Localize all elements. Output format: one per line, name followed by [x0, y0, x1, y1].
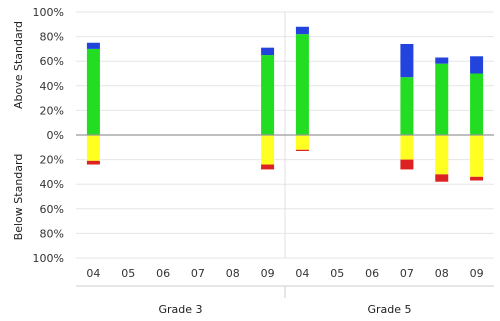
bar-segment-above	[435, 63, 449, 135]
bar-segment-above	[435, 57, 449, 64]
x-group-label: Grade 5	[367, 303, 411, 316]
y-tick-label: 0%	[47, 129, 64, 142]
bars	[86, 26, 484, 182]
y-axis-label-above: Above Standard	[12, 21, 25, 109]
x-tick-label: 06	[156, 267, 170, 280]
bar-segment-above	[400, 43, 414, 78]
bar-segment-below	[400, 135, 414, 160]
x-tick-label: 05	[121, 267, 135, 280]
x-tick-label: 04	[295, 267, 309, 280]
bar-segment-below	[86, 160, 100, 165]
x-axis: 04 05 06 07 08 09 04 05 06 07 08 09 Grade 3 Grade 5	[76, 267, 494, 316]
bar-segment-below	[435, 174, 449, 182]
bar-segment-below	[86, 135, 100, 161]
bar-segment-below	[261, 135, 275, 165]
bar-segment-above	[470, 73, 484, 135]
y-tick-label: 100%	[33, 252, 64, 265]
bar-segment-below	[435, 135, 449, 175]
y-tick-label: 20%	[40, 104, 64, 117]
x-tick-label: 04	[86, 267, 100, 280]
bar-segment-below	[400, 159, 414, 170]
bar-segment-below	[295, 149, 309, 151]
x-tick-label: 09	[261, 267, 275, 280]
x-tick-label: 05	[330, 267, 344, 280]
bar-segment-above	[400, 77, 414, 135]
bar-segment-above	[295, 34, 309, 135]
bar-segment-above	[86, 48, 100, 135]
y-axis-label-below: Below Standard	[12, 154, 25, 241]
y-tick-label: 60%	[40, 55, 64, 68]
y-tick-label: 100%	[33, 6, 64, 19]
x-tick-label: 08	[435, 267, 449, 280]
bar-segment-below	[295, 135, 309, 150]
bar-segment-below	[470, 135, 484, 177]
x-tick-label: 06	[365, 267, 379, 280]
y-tick-label: 60%	[40, 203, 64, 216]
bar-segment-below	[470, 176, 484, 181]
y-tick-label: 80%	[40, 227, 64, 240]
y-tick-label: 80%	[40, 31, 64, 44]
y-tick-label: 40%	[40, 80, 64, 93]
x-group-label: Grade 3	[158, 303, 202, 316]
bar-segment-above	[295, 26, 309, 35]
bar-segment-above	[261, 47, 275, 56]
x-tick-label: 08	[226, 267, 240, 280]
x-tick-label: 07	[400, 267, 414, 280]
x-tick-label: 09	[470, 267, 484, 280]
bar-segment-below	[261, 164, 275, 170]
bar-segment-above	[470, 56, 484, 74]
y-tick-label: 40%	[40, 178, 64, 191]
x-tick-label: 07	[191, 267, 205, 280]
bar-segment-above	[86, 42, 100, 49]
y-axis-ticks: 100% 80% 60% 40% 20% 0% 20% 40% 60% 80% 100%	[33, 6, 64, 265]
bar-segment-above	[261, 55, 275, 135]
y-tick-label: 20%	[40, 154, 64, 167]
